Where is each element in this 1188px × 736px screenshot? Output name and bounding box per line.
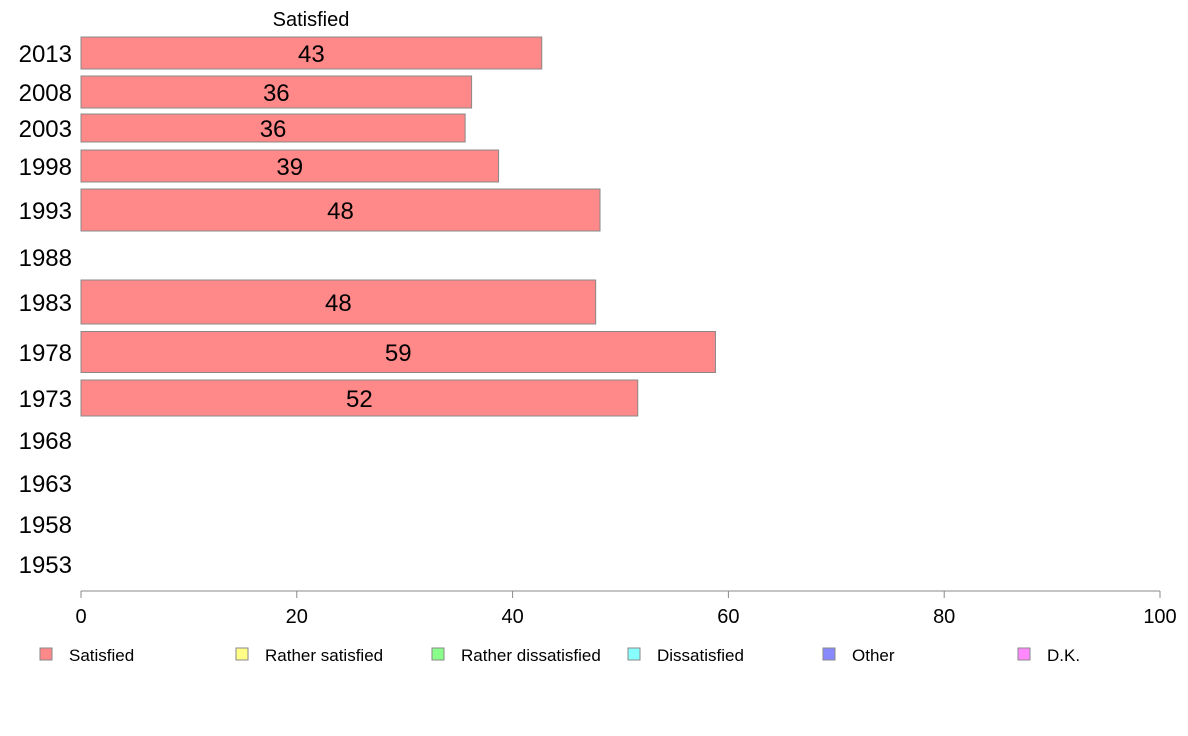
legend-swatch-3: [431, 647, 445, 661]
category-label-1958: 1958: [19, 512, 72, 539]
category-label-2013: 2013: [19, 41, 72, 68]
value-label-2013: 43: [298, 41, 325, 68]
bar-1998: [80, 149, 500, 183]
value-label-1993: 48: [327, 198, 354, 225]
legend-swatch-2: [235, 647, 249, 661]
category-label-1978: 1978: [19, 340, 72, 367]
category-label-1993: 1993: [19, 198, 72, 225]
category-label-1998: 1998: [19, 154, 72, 181]
bar-1993: [80, 188, 601, 232]
legend-swatch-4: [627, 647, 641, 661]
value-label-2003: 36: [260, 116, 287, 143]
category-label-1973: 1973: [19, 386, 72, 413]
x-tick-label-40: 40: [501, 606, 523, 628]
x-ticks: 0 20 40 60 80 100: [75, 591, 1177, 628]
value-label-1983: 48: [325, 290, 352, 317]
x-tick-label-80: 80: [933, 606, 955, 628]
category-label-1983: 1983: [19, 290, 72, 317]
bar-2013: [80, 36, 543, 70]
category-label-2008: 2008: [19, 80, 72, 107]
value-label-1973: 52: [346, 386, 373, 413]
category-label-1968: 1968: [19, 428, 72, 455]
bar-1983: [80, 279, 597, 325]
legend-label-5: Other: [852, 646, 895, 665]
legend-label-2: Rather satisfied: [265, 646, 383, 665]
value-label-1998: 39: [276, 154, 303, 181]
category-label-1988: 1988: [19, 245, 72, 272]
series-title: Satisfied: [273, 9, 350, 31]
legend-label-1: Satisfied: [69, 646, 134, 665]
x-tick-label-0: 0: [75, 606, 86, 628]
category-labels: 2013 2008 2003 1998 1993 1988 1983 1978 1973 1968…: [19, 41, 72, 579]
bar-2008: [80, 75, 473, 109]
value-label-1978: 59: [385, 340, 412, 367]
value-label-2008: 36: [263, 80, 290, 107]
legend-label-4: Dissatisfied: [657, 646, 744, 665]
legend-label-3: Rather dissatisfied: [461, 646, 601, 665]
x-tick-label-20: 20: [286, 606, 308, 628]
bars: 43 36 36 39 48 48 59 52: [80, 36, 716, 417]
category-label-2003: 2003: [19, 116, 72, 143]
legend: Satisfied Rather satisfied Rather dissatis…: [39, 646, 1080, 665]
category-label-1953: 1953: [19, 552, 72, 579]
bar-2003: [80, 113, 466, 143]
legend-swatch-5: [822, 647, 836, 661]
x-tick-label-60: 60: [717, 606, 739, 628]
legend-swatch-1: [39, 647, 53, 661]
x-tick-label-100: 100: [1143, 606, 1176, 628]
category-label-1963: 1963: [19, 471, 72, 498]
bar-1973: [80, 379, 639, 417]
legend-label-6: D.K.: [1047, 646, 1080, 665]
legend-swatch-6: [1017, 647, 1031, 661]
bar-1978: [80, 331, 716, 373]
